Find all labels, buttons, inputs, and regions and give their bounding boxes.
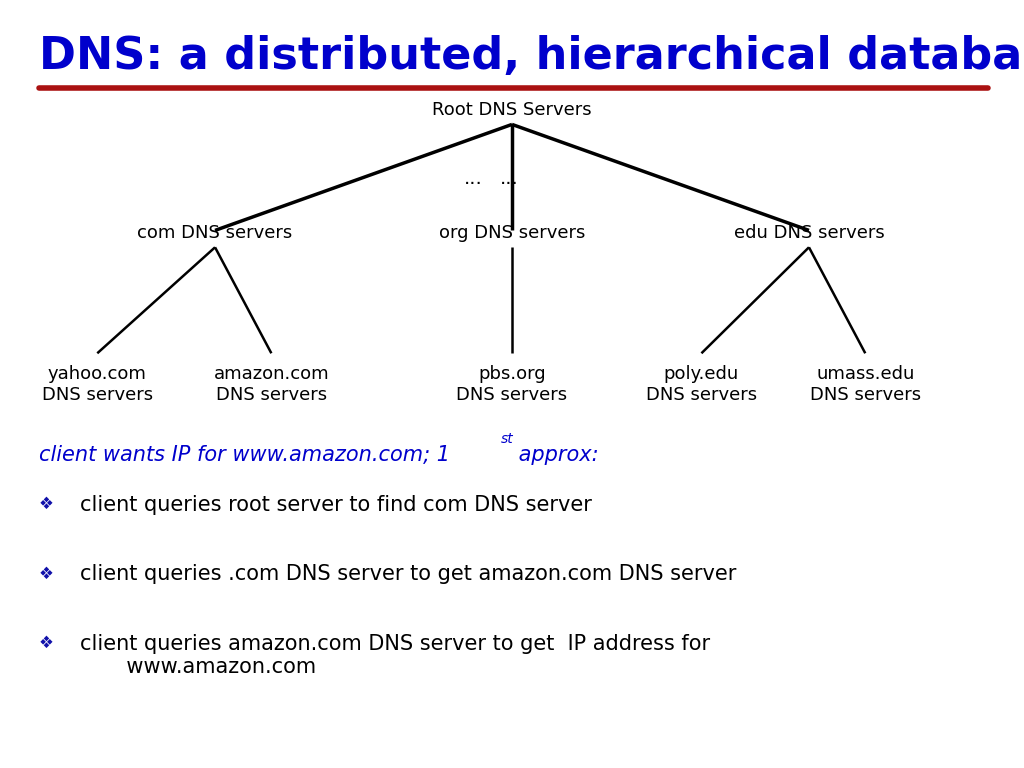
- Text: client queries root server to find com DNS server: client queries root server to find com D…: [80, 495, 592, 515]
- Text: ❖: ❖: [39, 634, 54, 651]
- Text: umass.edu
DNS servers: umass.edu DNS servers: [810, 365, 921, 404]
- Text: approx:: approx:: [512, 445, 599, 465]
- Text: Root DNS Servers: Root DNS Servers: [432, 101, 592, 119]
- Text: client queries amazon.com DNS server to get  IP address for
       www.amazon.co: client queries amazon.com DNS server to …: [80, 634, 710, 677]
- Text: amazon.com
DNS servers: amazon.com DNS servers: [214, 365, 329, 404]
- Text: ...: ...: [500, 169, 518, 187]
- Text: ❖: ❖: [39, 564, 54, 582]
- Text: org DNS servers: org DNS servers: [439, 224, 585, 242]
- Text: poly.edu
DNS servers: poly.edu DNS servers: [646, 365, 757, 404]
- Text: pbs.org
DNS servers: pbs.org DNS servers: [457, 365, 567, 404]
- Text: edu DNS servers: edu DNS servers: [733, 224, 885, 242]
- Text: yahoo.com
DNS servers: yahoo.com DNS servers: [42, 365, 153, 404]
- Text: client wants IP for www.amazon.com; 1: client wants IP for www.amazon.com; 1: [39, 445, 450, 465]
- Text: client queries .com DNS server to get amazon.com DNS server: client queries .com DNS server to get am…: [80, 564, 736, 584]
- Text: com DNS servers: com DNS servers: [137, 224, 293, 242]
- Text: DNS: a distributed, hierarchical database: DNS: a distributed, hierarchical databas…: [39, 35, 1024, 78]
- Text: st: st: [501, 432, 514, 445]
- Text: ❖: ❖: [39, 495, 54, 513]
- Text: ...: ...: [464, 169, 482, 187]
